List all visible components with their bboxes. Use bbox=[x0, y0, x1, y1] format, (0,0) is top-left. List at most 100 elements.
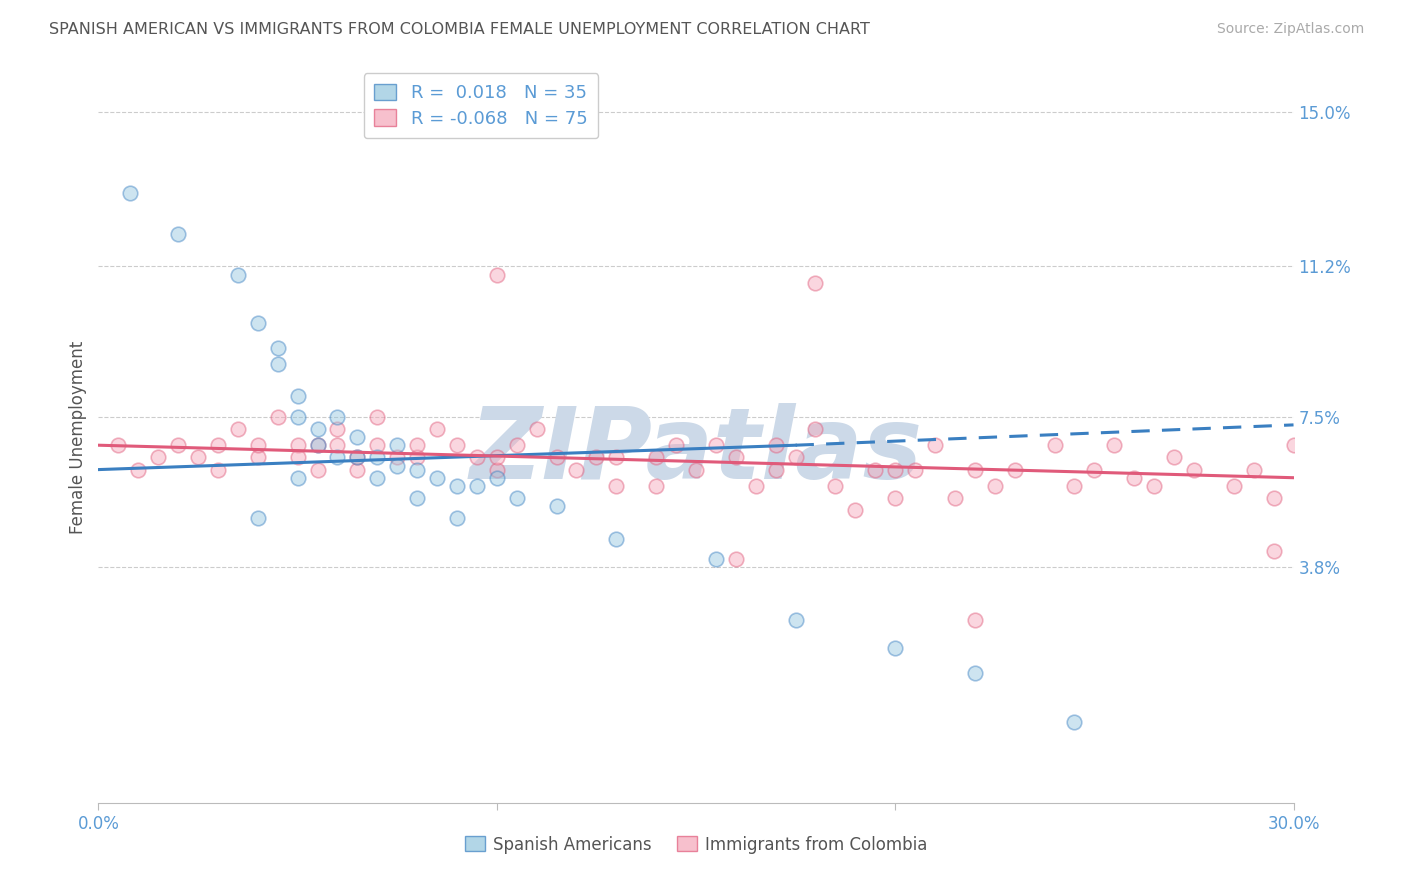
Point bbox=[385, 450, 409, 465]
Point bbox=[943, 491, 966, 505]
Point bbox=[1243, 462, 1265, 476]
Point bbox=[645, 450, 668, 465]
Point bbox=[307, 462, 329, 476]
Point bbox=[645, 479, 668, 493]
Point bbox=[1063, 714, 1085, 729]
Point bbox=[465, 479, 488, 493]
Point bbox=[287, 409, 309, 424]
Point bbox=[366, 471, 388, 485]
Point bbox=[865, 462, 887, 476]
Point bbox=[326, 450, 349, 465]
Point bbox=[267, 341, 290, 355]
Point bbox=[963, 613, 986, 627]
Legend: Spanish Americans, Immigrants from Colombia: Spanish Americans, Immigrants from Colom… bbox=[458, 829, 934, 860]
Point bbox=[346, 462, 368, 476]
Point bbox=[485, 450, 508, 465]
Point bbox=[287, 471, 309, 485]
Point bbox=[485, 462, 508, 476]
Point bbox=[785, 613, 807, 627]
Point bbox=[346, 450, 368, 465]
Point bbox=[1263, 544, 1285, 558]
Point bbox=[1182, 462, 1205, 476]
Point bbox=[685, 462, 707, 476]
Point bbox=[984, 479, 1007, 493]
Point bbox=[1004, 462, 1026, 476]
Point bbox=[385, 438, 409, 452]
Point bbox=[665, 438, 688, 452]
Point bbox=[745, 479, 768, 493]
Point bbox=[704, 552, 727, 566]
Point bbox=[120, 186, 142, 201]
Point bbox=[1123, 471, 1146, 485]
Point bbox=[287, 389, 309, 403]
Point bbox=[187, 450, 209, 465]
Point bbox=[1143, 479, 1166, 493]
Point bbox=[1163, 450, 1185, 465]
Text: SPANISH AMERICAN VS IMMIGRANTS FROM COLOMBIA FEMALE UNEMPLOYMENT CORRELATION CHA: SPANISH AMERICAN VS IMMIGRANTS FROM COLO… bbox=[49, 22, 870, 37]
Point bbox=[287, 450, 309, 465]
Point bbox=[366, 450, 388, 465]
Point bbox=[267, 409, 290, 424]
Point bbox=[1104, 438, 1126, 452]
Point bbox=[346, 450, 368, 465]
Point bbox=[724, 552, 747, 566]
Point bbox=[385, 458, 409, 473]
Point bbox=[307, 438, 329, 452]
Point bbox=[844, 503, 866, 517]
Point bbox=[804, 422, 827, 436]
Point bbox=[1063, 479, 1085, 493]
Point bbox=[446, 438, 468, 452]
Point bbox=[207, 462, 229, 476]
Point bbox=[107, 438, 129, 452]
Point bbox=[804, 276, 827, 290]
Point bbox=[406, 462, 429, 476]
Point bbox=[485, 471, 508, 485]
Point bbox=[1043, 438, 1066, 452]
Point bbox=[246, 511, 269, 525]
Point bbox=[1083, 462, 1105, 476]
Point bbox=[167, 227, 190, 241]
Point bbox=[366, 438, 388, 452]
Point bbox=[824, 479, 846, 493]
Point bbox=[127, 462, 149, 476]
Point bbox=[485, 268, 508, 282]
Point bbox=[406, 438, 429, 452]
Point bbox=[565, 462, 588, 476]
Point bbox=[307, 422, 329, 436]
Point bbox=[366, 409, 388, 424]
Point bbox=[307, 438, 329, 452]
Point bbox=[724, 450, 747, 465]
Point bbox=[326, 438, 349, 452]
Point bbox=[406, 491, 429, 505]
Point bbox=[226, 422, 249, 436]
Point bbox=[1282, 438, 1305, 452]
Point bbox=[446, 479, 468, 493]
Point bbox=[246, 450, 269, 465]
Point bbox=[506, 438, 529, 452]
Point bbox=[884, 491, 907, 505]
Point bbox=[426, 422, 449, 436]
Point bbox=[963, 462, 986, 476]
Point bbox=[326, 422, 349, 436]
Text: Source: ZipAtlas.com: Source: ZipAtlas.com bbox=[1216, 22, 1364, 37]
Point bbox=[226, 268, 249, 282]
Point bbox=[287, 438, 309, 452]
Point bbox=[765, 462, 787, 476]
Point bbox=[963, 665, 986, 680]
Point bbox=[326, 409, 349, 424]
Point bbox=[406, 450, 429, 465]
Point bbox=[148, 450, 170, 465]
Point bbox=[884, 462, 907, 476]
Point bbox=[246, 438, 269, 452]
Point bbox=[605, 450, 627, 465]
Point bbox=[785, 450, 807, 465]
Point bbox=[526, 422, 548, 436]
Point bbox=[924, 438, 946, 452]
Point bbox=[1223, 479, 1246, 493]
Y-axis label: Female Unemployment: Female Unemployment bbox=[69, 341, 87, 533]
Point bbox=[267, 357, 290, 371]
Point bbox=[765, 438, 787, 452]
Point bbox=[546, 450, 568, 465]
Point bbox=[585, 450, 607, 465]
Point bbox=[346, 430, 368, 444]
